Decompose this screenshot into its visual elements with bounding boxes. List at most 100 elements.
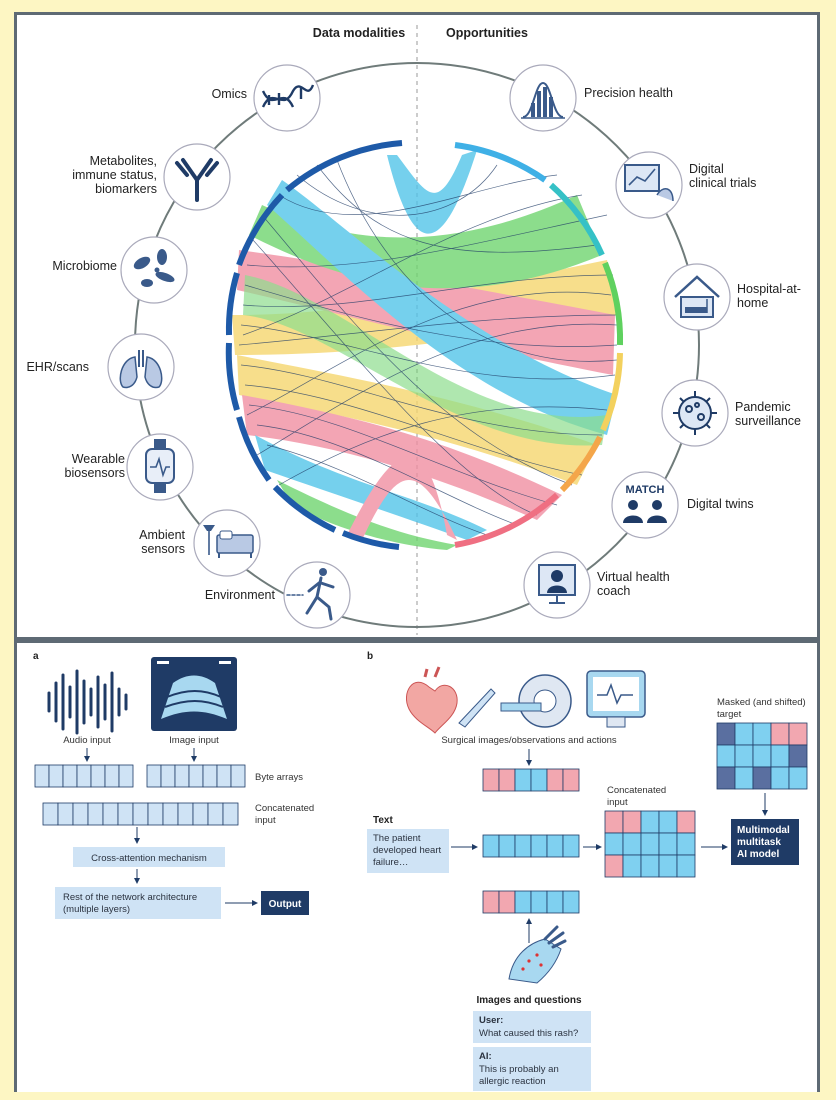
opportunity-arcs <box>454 142 624 548</box>
surgical-caption: Surgical images/observations and actions <box>441 735 617 746</box>
byte-arrays-label: Byte arrays <box>255 772 303 783</box>
match-text: MATCH <box>626 484 665 496</box>
opportunity-digital-twins: MATCH Digital twins <box>611 471 754 539</box>
modality-metabolites: Metabolites, immune status, biomarkers <box>72 143 231 211</box>
ultrasound-image-icon <box>151 657 237 731</box>
omics-label: Omics <box>212 87 247 101</box>
bed-lamp-icon <box>203 525 254 558</box>
text-input-line-3: failure… <box>373 857 408 868</box>
multimodal-model-box <box>731 819 799 865</box>
user-question-box <box>473 1011 591 1043</box>
model-label-2: multitask <box>737 837 781 848</box>
monitor-hand-icon <box>624 164 674 202</box>
modality-omics: Omics <box>212 64 321 132</box>
heart-icon <box>406 666 458 734</box>
chord-diagram-panel: Data modalities Opportunities <box>14 12 820 640</box>
architecture-panel: a Audio input Image input Byte arrays Co… <box>14 640 820 1092</box>
opportunity-precision-health: Precision health <box>509 64 673 132</box>
ai-answer-line-2: allergic reaction <box>479 1076 546 1087</box>
image-input-label: Image input <box>169 735 219 746</box>
panel-b-letter: b <box>367 651 373 662</box>
chord-arrows <box>238 159 618 536</box>
rash-hand-icon <box>508 925 567 984</box>
ai-answer-line-1: This is probably an <box>479 1064 559 1075</box>
lungs-icon <box>119 350 163 389</box>
modality-microbiome: Microbiome <box>52 236 188 304</box>
modality-ambient: Ambient sensors <box>139 509 261 577</box>
video-doctor-icon <box>538 564 576 604</box>
text-heading: Text <box>373 815 393 826</box>
chord-diagram: Data modalities Opportunities <box>26 25 801 635</box>
ai-label: AI: <box>479 1051 492 1062</box>
opportunity-pandemic-surveillance: Pandemic surveillance <box>661 379 801 447</box>
rest-of-network-box <box>55 887 221 919</box>
metabolites-label-1: Metabolites, <box>90 154 157 168</box>
user-question: What caused this rash? <box>479 1028 578 1039</box>
user-label: User: <box>479 1015 503 1026</box>
output-label: Output <box>269 899 302 910</box>
house-bed-icon <box>674 275 720 318</box>
concat-label-b-1: Concatenated <box>607 785 666 796</box>
ai-answer-box <box>473 1047 591 1091</box>
monitor-ecg-icon <box>586 670 646 728</box>
architecture-diagrams: a Audio input Image input Byte arrays Co… <box>33 651 808 1091</box>
image-question-array <box>482 890 580 914</box>
output-box <box>261 891 309 915</box>
ambient-label-1: Ambient <box>139 528 185 542</box>
model-label-3: AI model <box>737 849 779 860</box>
concatenated-array-a <box>42 802 239 826</box>
runner-icon <box>286 568 335 621</box>
text-input-box <box>367 829 449 873</box>
masked-target-label-2: target <box>717 709 742 720</box>
virtual-coach-label-1: Virtual health <box>597 570 670 584</box>
image-byte-array <box>146 764 246 788</box>
opportunities-header: Opportunities <box>446 26 528 40</box>
digital-trials-label-1: Digital <box>689 162 724 176</box>
ambient-label-2: sensors <box>141 542 185 556</box>
microbe-icon <box>133 249 175 287</box>
audio-byte-array <box>34 764 134 788</box>
modality-wearable: Wearable biosensors <box>65 433 194 501</box>
digital-twins-label: Digital twins <box>687 497 754 511</box>
rest-of-network-label-1: Rest of the network architecture <box>63 892 197 903</box>
antibody-icon <box>175 158 219 202</box>
opportunity-digital-trials: Digital clinical trials <box>615 151 756 219</box>
concatenated-grid <box>604 810 696 878</box>
wearable-label-1: Wearable <box>72 452 125 466</box>
twins-icon: MATCH <box>623 484 667 523</box>
panel-a-letter: a <box>33 651 39 662</box>
masked-target-label-1: Masked (and shifted) <box>717 697 806 708</box>
concat-label-b-2: input <box>607 797 628 808</box>
smartwatch-icon <box>145 439 175 493</box>
metabolites-label-2: immune status, <box>72 168 157 182</box>
rest-of-network-label-2: (multiple layers) <box>63 904 130 915</box>
text-array <box>482 834 580 858</box>
mri-scanner-icon <box>500 674 572 728</box>
microbiome-label: Microbiome <box>52 259 117 273</box>
hospital-at-home-label-2: home <box>737 296 768 310</box>
precision-health-label: Precision health <box>584 86 673 100</box>
modality-environment: Environment <box>205 561 351 629</box>
bell-curve-icon <box>521 81 565 119</box>
wearable-label-2: biosensors <box>65 466 125 480</box>
opportunity-virtual-coach: Virtual health coach <box>523 551 670 619</box>
metabolites-label-3: biomarkers <box>95 182 157 196</box>
images-questions-heading: Images and questions <box>476 995 581 1006</box>
modality-arcs <box>225 140 403 550</box>
virus-icon <box>673 391 717 435</box>
modality-ehr: EHR/scans <box>26 333 175 401</box>
concatenated-label-a-1: Concatenated <box>255 803 314 814</box>
chord-ribbons <box>232 150 617 550</box>
opportunity-hospital-at-home: Hospital-at- home <box>663 263 801 331</box>
cross-attention-label: Cross-attention mechanism <box>91 853 207 864</box>
ehr-scans-label: EHR/scans <box>26 360 89 374</box>
text-input-line-2: developed heart <box>373 845 441 856</box>
pandemic-label-1: Pandemic <box>735 400 791 414</box>
audio-input-label: Audio input <box>63 735 111 746</box>
model-label-1: Multimodal <box>737 825 790 836</box>
scalpel-icon <box>458 688 496 728</box>
text-input-line-1: The patient <box>373 833 421 844</box>
pandemic-label-2: surveillance <box>735 414 801 428</box>
cross-attention-box <box>73 847 225 867</box>
surgical-array <box>482 768 580 792</box>
